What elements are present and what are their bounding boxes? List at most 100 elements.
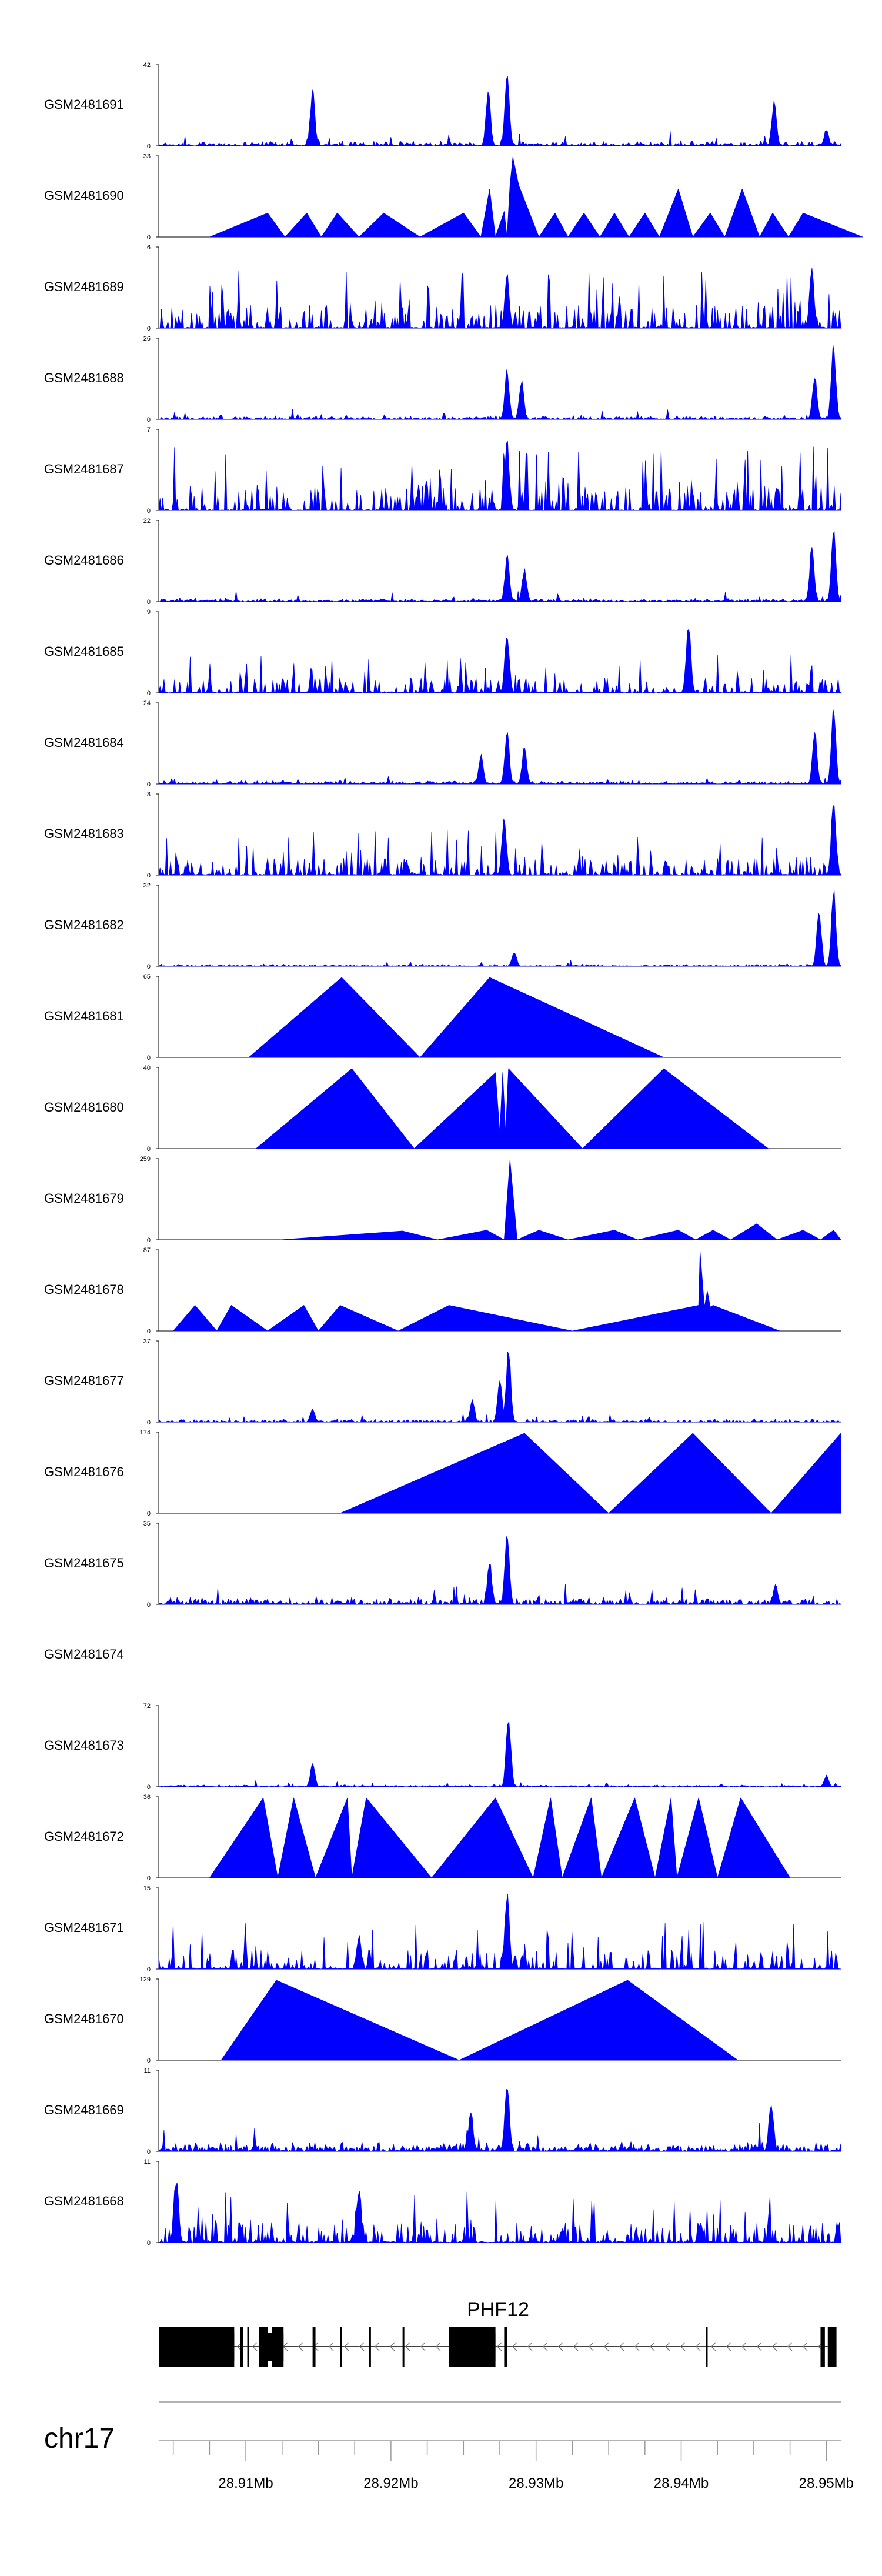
y-min-label-gsm2481690: 0 (147, 234, 151, 241)
y-max-label-gsm2481690: 33 (143, 153, 151, 160)
gene-exon (504, 2327, 507, 2367)
coverage-area-gsm2481691 (158, 76, 841, 146)
y-max-label-gsm2481668: 11 (144, 2158, 151, 2165)
y-max-label-gsm2481676: 174 (140, 1429, 151, 1436)
track-label-gsm2481686: GSM2481686 (44, 553, 124, 568)
y-min-label-gsm2481678: 0 (147, 1328, 151, 1335)
coverage-area-gsm2481668 (158, 2183, 841, 2243)
strand-arrow (344, 2342, 349, 2351)
strand-arrow (726, 2342, 731, 2351)
track-gsm2481687: GSM2481687 7 0 (44, 426, 841, 515)
y-max-label-gsm2481682: 32 (143, 882, 151, 889)
track-gsm2481671: GSM2481671 15 0 (44, 1885, 841, 1973)
gene-track: PHF12 (159, 2298, 837, 2367)
gene-exon (247, 2327, 249, 2367)
y-max-label-gsm2481689: 6 (147, 244, 151, 251)
y-max-label-gsm2481683: 8 (147, 791, 151, 798)
coverage-area-gsm2481681 (248, 977, 664, 1058)
y-min-label-gsm2481671: 0 (147, 1966, 151, 1973)
coverage-area-gsm2481679 (280, 1159, 841, 1240)
track-gsm2481686: GSM2481686 22 0 (44, 518, 841, 606)
coverage-area-gsm2481678 (173, 1250, 780, 1332)
track-label-gsm2481673: GSM2481673 (44, 1738, 124, 1753)
y-max-label-gsm2481671: 15 (143, 1885, 151, 1892)
x-tick-label: 28.93Mb (509, 2475, 563, 2491)
strand-arrow (420, 2342, 426, 2351)
track-gsm2481672: GSM2481672 36 0 (44, 1794, 841, 1882)
gene-exon (820, 2327, 825, 2367)
track-label-gsm2481672: GSM2481672 (44, 1829, 124, 1844)
strand-arrow (665, 2342, 670, 2351)
track-label-gsm2481685: GSM2481685 (44, 644, 124, 659)
track-label-gsm2481679: GSM2481679 (44, 1191, 124, 1206)
y-min-label-gsm2481688: 0 (147, 416, 151, 423)
strand-arrow (558, 2342, 563, 2351)
track-label-gsm2481682: GSM2481682 (44, 917, 124, 932)
track-label-gsm2481669: GSM2481669 (44, 2103, 124, 2117)
y-min-label-gsm2481691: 0 (147, 143, 151, 150)
coverage-area-gsm2481689 (158, 268, 841, 329)
track-label-gsm2481681: GSM2481681 (44, 1009, 124, 1023)
track-label-gsm2481683: GSM2481683 (44, 826, 124, 841)
track-label-gsm2481674: GSM2481674 (44, 1647, 124, 1661)
gene-exon (340, 2327, 342, 2367)
y-min-label-gsm2481683: 0 (147, 872, 151, 879)
track-gsm2481680: GSM2481680 40 0 (44, 1065, 841, 1153)
strand-arrow (497, 2342, 502, 2351)
coverage-area-gsm2481683 (158, 805, 841, 876)
coverage-area-gsm2481688 (158, 344, 841, 420)
y-min-label-gsm2481670: 0 (147, 2057, 151, 2064)
coverage-area-gsm2481670 (220, 1980, 739, 2061)
gene-exon (402, 2327, 405, 2367)
y-min-label-gsm2481686: 0 (147, 599, 151, 606)
track-gsm2481678: GSM2481678 87 0 (44, 1247, 841, 1335)
y-max-label-gsm2481686: 22 (143, 518, 151, 525)
data-tracks: GSM2481691420GSM2481690330GSM248168960GS… (44, 62, 863, 2247)
y-min-label-gsm2481684: 0 (147, 781, 151, 788)
strand-arrow (696, 2342, 701, 2351)
coverage-area-gsm2481675 (158, 1536, 841, 1605)
strand-arrow (512, 2342, 517, 2351)
coverage-area-gsm2481669 (158, 2089, 841, 2152)
coverage-area-gsm2481677 (158, 1352, 841, 1423)
track-gsm2481668: GSM2481668 11 0 (44, 2158, 841, 2247)
y-min-label-gsm2481679: 0 (147, 1237, 151, 1244)
gene-exon (312, 2327, 316, 2367)
track-gsm2481669: GSM2481669 11 0 (44, 2067, 841, 2155)
strand-arrow (390, 2342, 395, 2351)
track-gsm2481688: GSM2481688 26 0 (44, 335, 841, 423)
track-gsm2481689: GSM2481689 6 0 (44, 244, 841, 332)
gene-cds-block (449, 2333, 496, 2361)
coverage-area-gsm2481671 (158, 1893, 841, 1970)
track-label-gsm2481690: GSM2481690 (44, 188, 124, 203)
y-min-label-gsm2481682: 0 (147, 963, 151, 970)
track-gsm2481673: GSM2481673 72 0 (44, 1703, 841, 1791)
y-min-label-gsm2481677: 0 (147, 1419, 151, 1426)
coverage-area-gsm2481690 (209, 156, 863, 238)
track-gsm2481674: GSM2481674 (44, 1647, 124, 1661)
strand-arrow (589, 2342, 594, 2351)
track-label-gsm2481671: GSM2481671 (44, 1920, 124, 1935)
y-min-label-gsm2481668: 0 (147, 2240, 151, 2247)
strand-arrow (252, 2342, 258, 2351)
y-min-label-gsm2481685: 0 (147, 690, 151, 697)
y-max-label-gsm2481681: 65 (143, 973, 151, 980)
y-max-label-gsm2481684: 24 (143, 700, 151, 707)
track-gsm2481681: GSM2481681 65 0 (44, 973, 841, 1062)
gene-exon (706, 2327, 708, 2367)
track-label-gsm2481678: GSM2481678 (44, 1282, 124, 1297)
track-label-gsm2481668: GSM2481668 (44, 2194, 124, 2208)
y-min-label-gsm2481676: 0 (147, 1510, 151, 1517)
y-min-label-gsm2481681: 0 (147, 1055, 151, 1062)
track-label-gsm2481687: GSM2481687 (44, 462, 124, 476)
strand-arrow (405, 2342, 410, 2351)
track-gsm2481679: GSM2481679 259 0 (44, 1156, 841, 1244)
strand-arrow (772, 2342, 777, 2351)
gene-label: PHF12 (467, 2298, 529, 2321)
gene-cds-block (259, 2333, 284, 2361)
track-label-gsm2481689: GSM2481689 (44, 279, 124, 294)
gene-exon (369, 2327, 371, 2367)
coverage-area-gsm2481687 (158, 441, 841, 511)
y-min-label-gsm2481687: 0 (147, 508, 151, 515)
